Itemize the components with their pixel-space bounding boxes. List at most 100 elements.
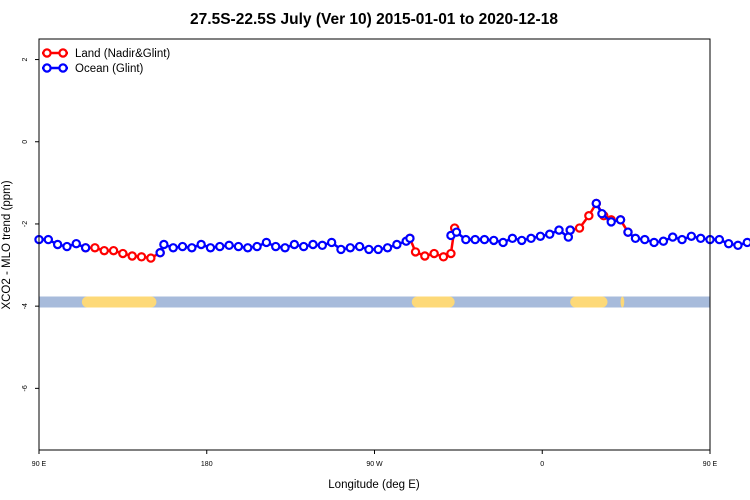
legend-ocean-marker bbox=[42, 63, 52, 73]
y-tick-label: 2 bbox=[22, 58, 29, 62]
axes: 90 E 180 90 W 0 90 E 2 0 -2 -4 -6 bbox=[22, 58, 718, 468]
ocean-data-point bbox=[159, 239, 169, 250]
y-tick-label: -2 bbox=[22, 221, 29, 227]
ocean-data-point bbox=[271, 241, 281, 252]
ocean-data-point bbox=[695, 233, 706, 244]
ocean-data-point bbox=[668, 232, 678, 242]
y-tick-label: -4 bbox=[22, 303, 29, 309]
land-mask-segment bbox=[620, 296, 625, 308]
land-data-point bbox=[438, 252, 449, 262]
ocean-data-point bbox=[649, 237, 659, 248]
ocean-data-point bbox=[196, 239, 206, 250]
ocean-data-point bbox=[479, 234, 490, 245]
land-data-point bbox=[410, 247, 421, 257]
ocean-data-point bbox=[298, 241, 309, 252]
ocean-data-point bbox=[742, 237, 750, 248]
ocean-data-point bbox=[336, 244, 346, 255]
ocean-data-point bbox=[507, 233, 518, 244]
land-data-point bbox=[118, 248, 128, 259]
ocean-data-point bbox=[615, 215, 626, 225]
ocean-data-point bbox=[470, 234, 480, 245]
legend-ocean-label: Ocean (Glint) bbox=[75, 63, 144, 75]
x-tick-label: 90 W bbox=[366, 461, 383, 468]
ocean-data-point bbox=[517, 235, 527, 246]
ocean-data-point bbox=[545, 229, 555, 239]
ocean-data-point bbox=[224, 240, 234, 251]
ocean-data-point bbox=[461, 234, 471, 245]
legend: Land (Nadir&Glint) Ocean (Glint) bbox=[42, 48, 170, 75]
ocean-data-point bbox=[326, 237, 337, 248]
ocean-data-point bbox=[686, 231, 697, 241]
x-tick-label: 90 E bbox=[703, 461, 718, 468]
ocean-data-point bbox=[345, 243, 355, 253]
ocean-data-point bbox=[252, 241, 262, 252]
ocean-data-point bbox=[243, 243, 253, 253]
ocean-data-point bbox=[623, 227, 633, 237]
ocean-data-point bbox=[392, 239, 402, 250]
legend-land-label: Land (Nadir&Glint) bbox=[75, 48, 170, 60]
ocean-data-point bbox=[215, 241, 225, 252]
ocean-data-point bbox=[71, 238, 81, 249]
land-data-point bbox=[136, 252, 147, 262]
ocean-data-point bbox=[177, 241, 188, 252]
ocean-data-point bbox=[489, 235, 499, 246]
legend-land-marker bbox=[42, 48, 52, 58]
land-data-point bbox=[446, 248, 456, 259]
land-data-point bbox=[108, 245, 119, 256]
land-data-point bbox=[99, 245, 109, 256]
land-data-point bbox=[574, 223, 585, 233]
land-data-point bbox=[429, 248, 439, 259]
x-tick-label: 0 bbox=[540, 461, 544, 468]
ocean-data-point bbox=[382, 243, 393, 253]
ocean-data-point bbox=[591, 198, 602, 209]
ocean-data-point bbox=[526, 233, 536, 244]
ocean-data-point bbox=[498, 237, 508, 248]
ocean-data-point bbox=[554, 225, 564, 235]
y-tick-label: 0 bbox=[22, 140, 29, 144]
series-layer bbox=[34, 198, 750, 263]
x-tick-label: 180 bbox=[201, 461, 213, 468]
ocean-data-point bbox=[451, 227, 462, 237]
ocean-data-point bbox=[155, 248, 165, 258]
land-mask-segment bbox=[81, 296, 157, 308]
ocean-data-point bbox=[52, 239, 63, 250]
ocean-data-point bbox=[606, 217, 616, 227]
land-mask-segment bbox=[411, 296, 455, 308]
ocean-data-point bbox=[733, 240, 743, 251]
ocean-data-point bbox=[233, 241, 244, 252]
ocean-data-point bbox=[354, 241, 365, 252]
legend-ocean-marker bbox=[58, 63, 68, 73]
ocean-data-point bbox=[280, 243, 290, 253]
ocean-data-point bbox=[80, 243, 91, 253]
ocean-data-point bbox=[43, 234, 54, 245]
land-ocean-mask bbox=[39, 296, 710, 308]
ocean-data-point bbox=[289, 239, 300, 250]
ocean-data-point bbox=[658, 236, 669, 246]
ocean-data-point bbox=[187, 243, 197, 253]
x-tick-label: 90 E bbox=[32, 461, 47, 468]
plot-frame bbox=[38, 38, 711, 451]
ocean-data-point bbox=[405, 233, 415, 244]
chart-title: 27.5S-22.5S July (Ver 10) 2015-01-01 to … bbox=[190, 11, 558, 28]
ocean-data-point bbox=[597, 208, 607, 219]
ocean-data-point bbox=[723, 238, 734, 249]
ocean-data-point bbox=[640, 234, 650, 245]
ocean-data-point bbox=[630, 233, 641, 244]
y-tick-label: -6 bbox=[22, 385, 29, 391]
land-data-point bbox=[420, 251, 430, 261]
land-data-point bbox=[90, 243, 100, 253]
ocean-data-point bbox=[205, 243, 216, 253]
ocean-data-point bbox=[308, 239, 318, 250]
ocean-data-point bbox=[62, 241, 72, 252]
ocean-data-point bbox=[677, 234, 687, 245]
land-data-point bbox=[584, 211, 594, 221]
ocean-data-point bbox=[317, 240, 328, 251]
ocean-data-point bbox=[168, 243, 178, 253]
ocean-data-point bbox=[364, 244, 374, 255]
ocean-data-point bbox=[714, 234, 725, 245]
ocean-data-point bbox=[535, 231, 546, 241]
y-axis-label: XCO2 - MLO trend (ppm) bbox=[1, 180, 13, 309]
x-axis-label: Longitude (deg E) bbox=[328, 479, 420, 491]
ocean-data-point bbox=[261, 237, 272, 248]
